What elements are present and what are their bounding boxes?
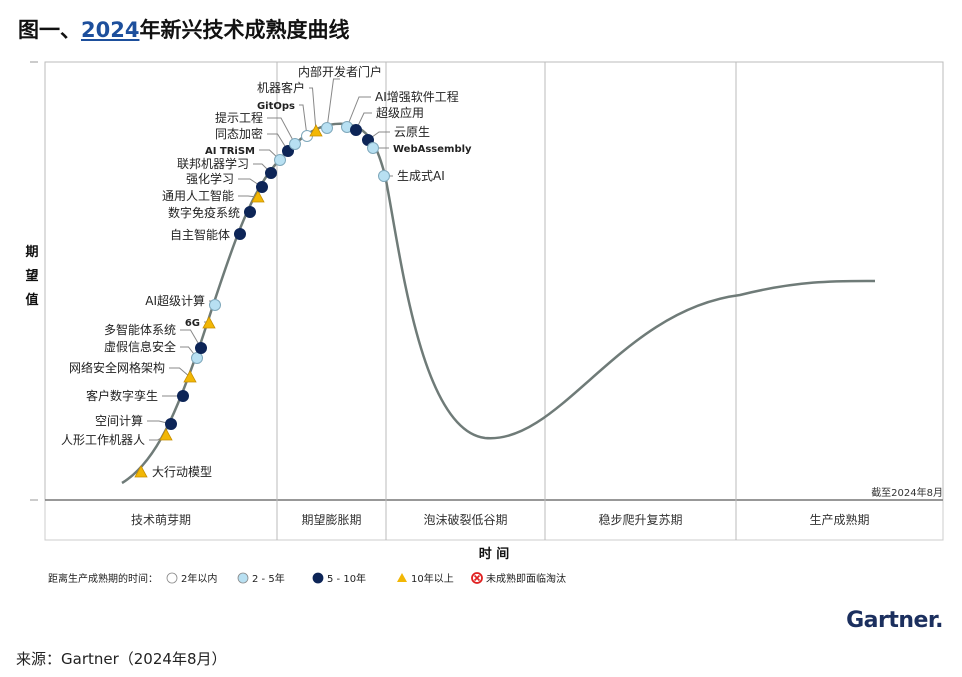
circle-marker (256, 181, 268, 193)
circle-marker (165, 418, 177, 430)
technology-label: AI TRiSM (205, 146, 255, 157)
legend-label: 5 - 10年 (327, 572, 366, 585)
triangle-marker (183, 370, 197, 383)
circle-marker (244, 206, 256, 218)
legend-circle-icon (312, 572, 324, 584)
plot-area (44, 61, 944, 501)
title-prefix: 图一、 (18, 18, 81, 42)
leader-line (309, 87, 317, 132)
technology-label: 空间计算 (95, 413, 143, 428)
technology-label: 自主智能体 (170, 227, 230, 242)
technology-label: 客户数字孪生 (86, 388, 158, 403)
technology-label: 网络安全网格架构 (69, 360, 165, 375)
legend-label: 2年以内 (181, 572, 217, 585)
triangle-marker (159, 428, 173, 441)
technology-label: 多智能体系统 (104, 322, 176, 337)
leader-line (326, 78, 340, 129)
circle-marker (177, 390, 189, 402)
legend-triangle-icon (397, 573, 407, 582)
triangle-marker (134, 465, 148, 478)
y-axis-label: 望 (25, 268, 38, 284)
leader-line (346, 96, 371, 128)
technology-label: 6G (185, 318, 200, 329)
legend-label: 未成熟即面临淘汰 (486, 572, 566, 585)
leader-line (299, 104, 308, 137)
phase-label: 生产成熟期 (809, 512, 869, 527)
leader-line (355, 112, 372, 131)
phase-label: 稳步爬升复苏期 (598, 512, 682, 527)
phase-band (44, 499, 944, 541)
leader-line (180, 329, 202, 349)
circle-marker (234, 228, 246, 240)
technology-label: 大行动模型 (152, 465, 212, 479)
y-axis-label: 期 (25, 245, 38, 260)
legend-circle-icon (166, 572, 178, 584)
page-title: 图一、2024年新兴技术成熟度曲线 (18, 14, 349, 44)
as-of-label: 截至2024年8月 (871, 486, 943, 499)
circle-marker (265, 167, 277, 179)
technology-label: 机器客户 (257, 80, 305, 95)
technology-label: 提示工程 (215, 110, 263, 125)
circle-marker (209, 299, 221, 311)
triangle-marker (251, 190, 265, 203)
technology-label: 通用人工智能 (162, 188, 234, 203)
legend-label: 2 - 5年 (252, 572, 285, 585)
phase-label: 期望膨胀期 (301, 513, 361, 527)
x-axis-label: 时 间 (479, 546, 510, 562)
circle-marker (282, 145, 294, 157)
technology-label: 联邦机器学习 (177, 156, 249, 171)
triangle-marker (309, 124, 323, 137)
triangle-marker (202, 316, 216, 329)
technology-label: 同态加密 (215, 126, 263, 141)
source-note: 来源：Gartner（2024年8月） (16, 650, 227, 668)
y-axis-label: 值 (25, 292, 38, 308)
circle-marker (289, 138, 301, 150)
technology-label: 生成式AI (397, 169, 445, 183)
technology-label: GitOps (257, 101, 295, 112)
technology-label: 强化学习 (186, 171, 234, 186)
legend-label: 10年以上 (411, 572, 454, 585)
technology-label: WebAssembly (393, 144, 472, 155)
legend-circle-icon (237, 572, 249, 584)
technology-label: 数字免疫系统 (168, 205, 240, 220)
leader-line (169, 367, 191, 378)
gartner-logo: Gartner. (846, 608, 943, 633)
leader-line (267, 133, 289, 152)
circle-marker (350, 124, 362, 136)
leader-line (267, 117, 296, 145)
phase-label: 泡沫破裂低谷期 (423, 512, 507, 527)
technology-label: 内部开发者门户 (298, 64, 382, 79)
circle-marker (367, 142, 379, 154)
technology-label: 超级应用 (376, 105, 424, 120)
circle-marker (195, 342, 207, 354)
technology-label: AI超级计算 (145, 293, 205, 308)
legend-title: 距离生产成熟期的时间： (48, 572, 158, 585)
circle-marker (321, 122, 333, 134)
technology-label: 人形工作机器人 (61, 433, 145, 447)
technology-label: 云原生 (394, 125, 430, 139)
circle-marker (191, 352, 203, 364)
circle-marker (274, 154, 286, 166)
phase-label: 技术萌芽期 (131, 513, 191, 527)
circle-marker (378, 170, 390, 182)
title-suffix: 年新兴技术成熟度曲线 (139, 18, 350, 42)
title-year-link[interactable]: 2024 (81, 18, 140, 42)
technology-label: AI增强软件工程 (375, 89, 459, 104)
technology-label: 虚假信息安全 (104, 339, 176, 354)
